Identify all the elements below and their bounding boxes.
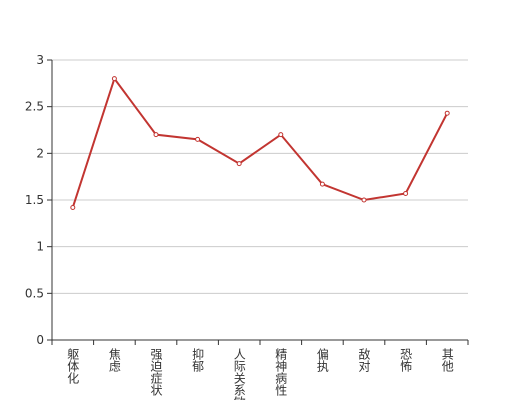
x-tick-label: 抑郁 [191, 347, 205, 373]
point [444, 110, 450, 116]
x-tick-label: 精神病性 [274, 348, 288, 397]
y-tick-label: 1 [36, 240, 44, 254]
line [71, 76, 449, 208]
x-tick-label: 敌对 [357, 347, 371, 372]
point [70, 204, 76, 210]
x-tick-label: 偏执 [315, 347, 329, 373]
x-tick-label: 其他 [440, 348, 454, 372]
point [278, 132, 284, 138]
x-tick-label: 恐怖 [399, 348, 413, 372]
y-tick-label: 0 [36, 333, 44, 347]
x-tick-label: 焦虑 [107, 348, 121, 372]
x-tick-label: 人际关系敏感 [232, 348, 246, 400]
y-tick-label: 1.5 [25, 193, 44, 207]
x-tick-label: 强迫症状 [149, 348, 163, 396]
point [236, 161, 242, 167]
point [403, 190, 409, 196]
y-tick-label: 0.5 [25, 286, 44, 300]
y-tick-label: 2.5 [25, 100, 44, 114]
point [319, 181, 325, 187]
point [361, 197, 367, 203]
point [195, 136, 201, 142]
x-tick-label: 躯体化 [66, 347, 80, 385]
point [153, 132, 159, 138]
y-tick-label: 2 [36, 146, 44, 160]
point [111, 76, 117, 82]
y-tick-label: 3 [36, 53, 44, 67]
